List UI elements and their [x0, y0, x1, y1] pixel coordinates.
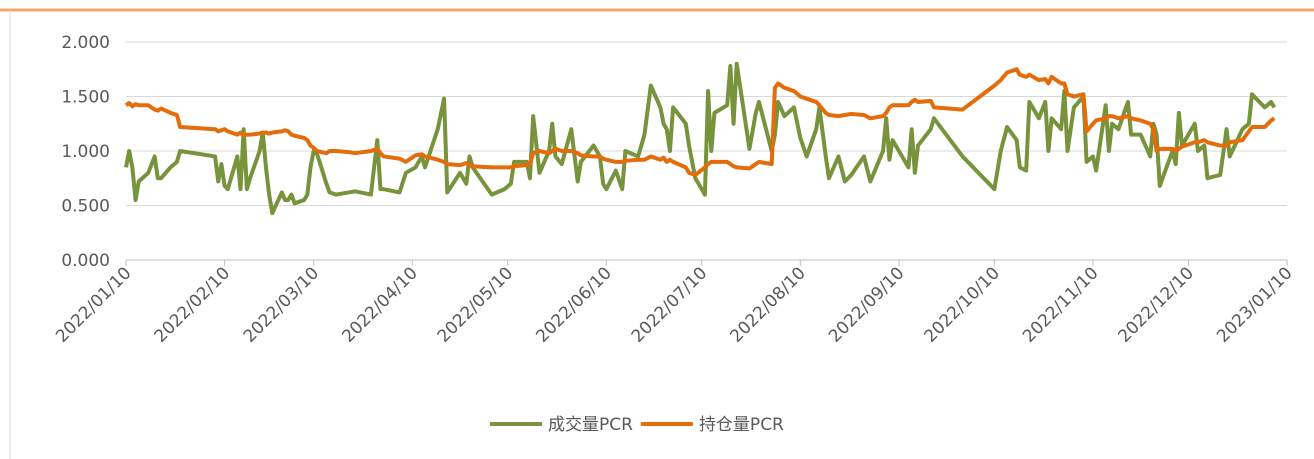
- y-tick-label: 0.500: [61, 197, 110, 217]
- y-tick-label: 1.500: [61, 88, 110, 108]
- x-tick-label: 2022/08/10: [726, 263, 809, 346]
- x-tick-label: 2023/01/10: [1213, 263, 1296, 346]
- x-tick-label: 2022/06/10: [532, 263, 615, 346]
- series-line: [124, 67, 1276, 177]
- x-tick-label: 2022/05/10: [434, 263, 517, 346]
- x-tick-label: 2022/04/10: [338, 263, 421, 346]
- x-tick-label: 2022/02/10: [151, 263, 234, 346]
- series-line: [124, 61, 1277, 216]
- legend-label: 成交量PCR: [548, 415, 633, 435]
- x-tick-label: 2022/09/10: [825, 263, 908, 346]
- x-tick-label: 2022/07/10: [628, 263, 711, 346]
- x-tick-label: 2022/10/10: [920, 263, 1003, 346]
- y-tick-label: 2.000: [61, 33, 110, 53]
- legend-label: 持仓量PCR: [699, 415, 784, 435]
- x-tick-label: 2022/01/10: [52, 263, 135, 346]
- y-tick-label: 1.000: [61, 142, 110, 162]
- x-tick-label: 2022/12/10: [1115, 263, 1198, 346]
- x-tick-label: 2022/11/10: [1019, 263, 1102, 346]
- y-tick-label: 0.000: [61, 251, 110, 271]
- x-tick-label: 2022/03/10: [240, 263, 323, 346]
